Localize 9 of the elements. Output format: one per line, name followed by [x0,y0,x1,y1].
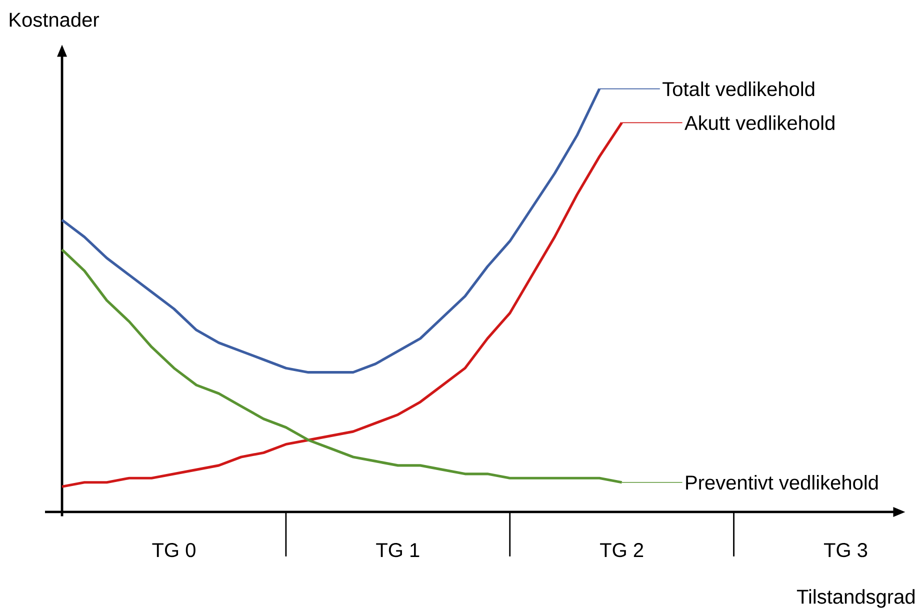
text: TG 2 [600,542,644,558]
text: TG 0 [152,542,196,558]
text: TG 1 [376,542,420,558]
text: Tilstandsgrad [796,589,915,608]
legend-label: Akutt vedlikehold [684,115,834,130]
legend-label: Preventivt vedlikehold [686,475,878,490]
text: TG 3 [824,542,868,558]
legend-label: Totalt vedlikehold [662,81,814,96]
y-axis-title: Kostnader [10,12,100,27]
